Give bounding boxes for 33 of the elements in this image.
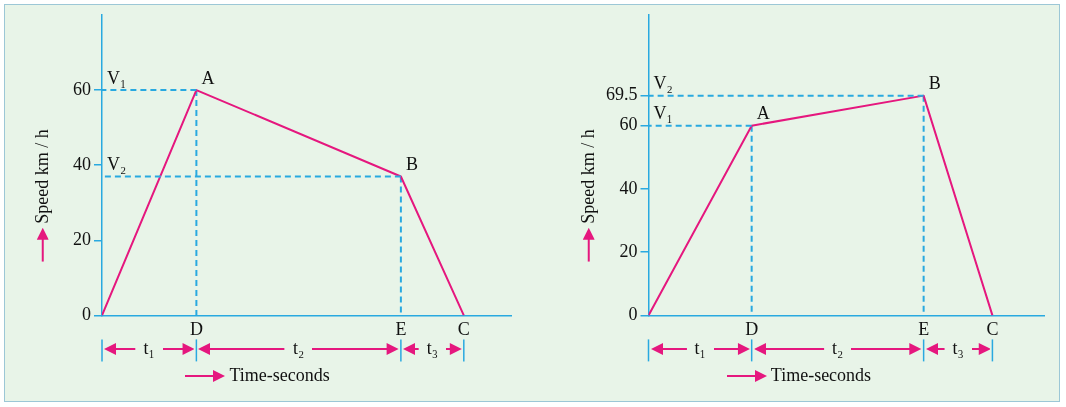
text: t₁ [143,338,155,359]
annotation: V₂ [107,154,127,175]
y-tick-label: 40 [73,153,91,174]
y-axis-title: Speed km / h [577,128,599,224]
x-tick-label: C [457,318,470,339]
x-tick-label: D [189,318,203,339]
annotation: A [201,67,215,88]
y-tick-label: 20 [73,229,91,250]
y-axis-title: Speed km / h [31,128,53,224]
annotation: B [928,73,941,94]
text: t₂ [832,338,844,359]
annotation: B [405,154,418,175]
y-tick-label: 20 [619,240,638,261]
y-tick-label: 69.5 [606,84,638,105]
x-tick-label: C [986,318,999,339]
text: t₁ [694,338,706,359]
y-tick-label: 60 [619,114,638,135]
y-tick-label: 0 [628,304,638,325]
x-tick-label: E [918,318,930,339]
text: t₃ [426,338,438,359]
annotation: V₁ [653,103,673,124]
annotation: V₁ [107,67,127,88]
y-tick-label: 0 [82,304,91,325]
annotation: V₂ [653,73,673,94]
y-tick-label: 40 [619,177,638,198]
x-tick-label: D [745,318,759,339]
y-tick-label: 60 [73,78,91,99]
x-axis-title: Time-seconds [229,365,330,387]
text: t₂ [292,338,305,359]
annotation: A [756,103,770,124]
text: t₃ [952,338,964,359]
x-tick-label: E [395,318,407,339]
x-axis-title: Time-seconds [770,365,872,387]
